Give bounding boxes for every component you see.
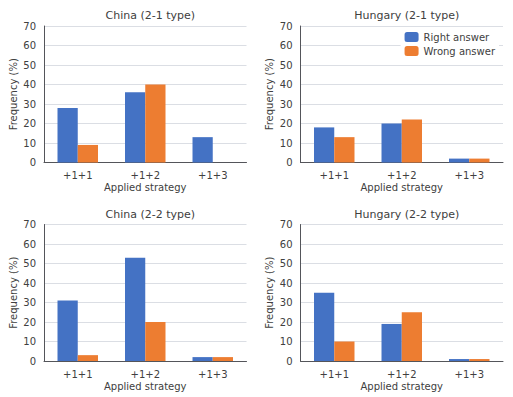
svg-text:60: 60 <box>280 40 293 51</box>
svg-text:60: 60 <box>23 239 36 250</box>
svg-text:Applied strategy: Applied strategy <box>104 182 187 193</box>
svg-text:+1+2: +1+2 <box>387 369 416 380</box>
svg-text:+1+1: +1+1 <box>320 170 349 181</box>
svg-text:+1+2: +1+2 <box>131 170 160 181</box>
svg-text:60: 60 <box>280 239 293 250</box>
svg-text:10: 10 <box>280 138 293 149</box>
svg-text:Frequency (%): Frequency (%) <box>8 58 19 130</box>
svg-text:40: 40 <box>280 79 293 90</box>
svg-text:+1+1: +1+1 <box>63 369 92 380</box>
svg-text:30: 30 <box>23 297 36 308</box>
svg-text:10: 10 <box>23 138 36 149</box>
svg-text:Hungary (2-2 type): Hungary (2-2 type) <box>354 208 459 221</box>
svg-text:10: 10 <box>23 336 36 347</box>
svg-text:50: 50 <box>280 258 293 269</box>
svg-text:Right answer: Right answer <box>424 32 491 43</box>
svg-text:40: 40 <box>280 278 293 289</box>
svg-text:China (2-2 type): China (2-2 type) <box>105 208 195 221</box>
svg-text:0: 0 <box>286 356 292 367</box>
svg-text:70: 70 <box>23 219 36 230</box>
svg-text:70: 70 <box>280 219 293 230</box>
svg-text:Applied strategy: Applied strategy <box>361 182 444 193</box>
svg-text:+1+2: +1+2 <box>131 369 160 380</box>
svg-text:+1+1: +1+1 <box>320 369 349 380</box>
svg-text:Frequency (%): Frequency (%) <box>264 257 275 329</box>
svg-text:50: 50 <box>23 60 36 71</box>
svg-text:20: 20 <box>280 317 293 328</box>
svg-text:20: 20 <box>280 118 293 129</box>
svg-text:+1+1: +1+1 <box>63 170 92 181</box>
svg-text:Frequency (%): Frequency (%) <box>8 257 19 329</box>
svg-text:30: 30 <box>23 99 36 110</box>
svg-text:0: 0 <box>286 157 292 168</box>
svg-text:60: 60 <box>23 40 36 51</box>
svg-text:Applied strategy: Applied strategy <box>361 381 444 392</box>
svg-text:70: 70 <box>23 21 36 32</box>
svg-text:30: 30 <box>280 297 293 308</box>
svg-text:0: 0 <box>30 157 36 168</box>
svg-text:+1+3: +1+3 <box>455 170 484 181</box>
svg-text:50: 50 <box>280 60 293 71</box>
svg-text:+1+3: +1+3 <box>455 369 484 380</box>
svg-text:40: 40 <box>23 79 36 90</box>
svg-text:0: 0 <box>30 356 36 367</box>
svg-text:Applied strategy: Applied strategy <box>104 381 187 392</box>
svg-text:10: 10 <box>280 336 293 347</box>
svg-text:20: 20 <box>23 118 36 129</box>
svg-text:40: 40 <box>23 278 36 289</box>
svg-text:Wrong answer: Wrong answer <box>424 46 496 57</box>
svg-text:+1+2: +1+2 <box>387 170 416 181</box>
svg-text:50: 50 <box>23 258 36 269</box>
svg-text:Frequency (%): Frequency (%) <box>264 58 275 130</box>
svg-text:70: 70 <box>280 21 293 32</box>
svg-text:+1+3: +1+3 <box>198 369 227 380</box>
svg-text:20: 20 <box>23 317 36 328</box>
svg-text:+1+3: +1+3 <box>198 170 227 181</box>
svg-text:Hungary (2-1 type): Hungary (2-1 type) <box>354 9 459 22</box>
svg-text:China (2-1 type): China (2-1 type) <box>105 9 195 22</box>
svg-text:30: 30 <box>280 99 293 110</box>
